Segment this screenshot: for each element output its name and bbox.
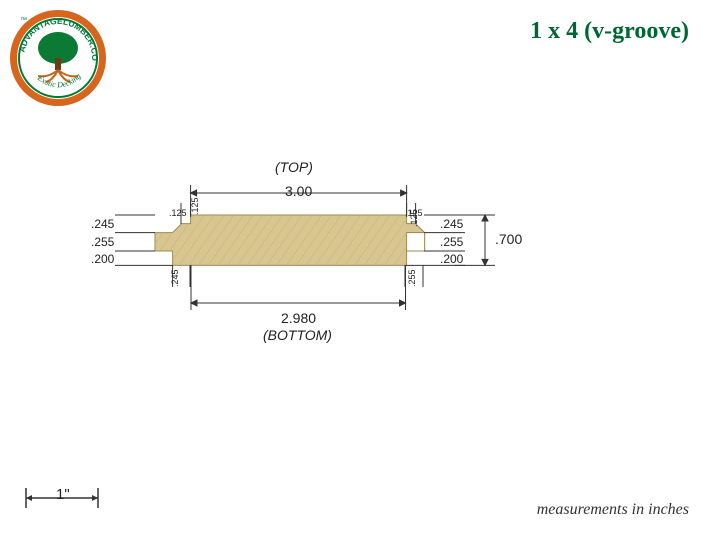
dim-bevel-l: .245 [170,269,180,287]
dim-top-width: 3.00 [285,183,312,199]
scale-label: 1" [56,486,70,503]
dim-left-bot: .200 [91,252,114,266]
dim-bevel-r: .255 [407,269,417,287]
dim-left-top: .245 [91,217,114,231]
dim-notch-l: .125 [190,197,200,215]
page-title: 1 x 4 (v-groove) [530,18,689,45]
svg-text:™: ™ [20,17,27,24]
footer-note: measurements in inches [537,501,689,519]
top-label: (TOP) [275,159,313,175]
brand-logo: ADVANTAGELUMBER.COM Exotic Decking ™ [8,8,108,113]
dim-bottom-width: 2.980 [281,310,316,326]
dim-height: .700 [495,231,522,247]
bottom-label: (BOTTOM) [263,327,332,343]
dim-right-top: .245 [440,217,463,231]
scale-bar: 1" [18,483,128,518]
profile-diagram: (TOP) 3.00 2.980 (BOTTOM) .700 .245 .255… [95,155,615,380]
dim-notch-r: .125 [409,209,419,227]
dim-left-mid: .255 [91,235,114,249]
dim-right-mid: .255 [440,235,463,249]
dim-right-bot: .200 [440,252,463,266]
dim-chamfer-l: .125 [169,208,187,218]
